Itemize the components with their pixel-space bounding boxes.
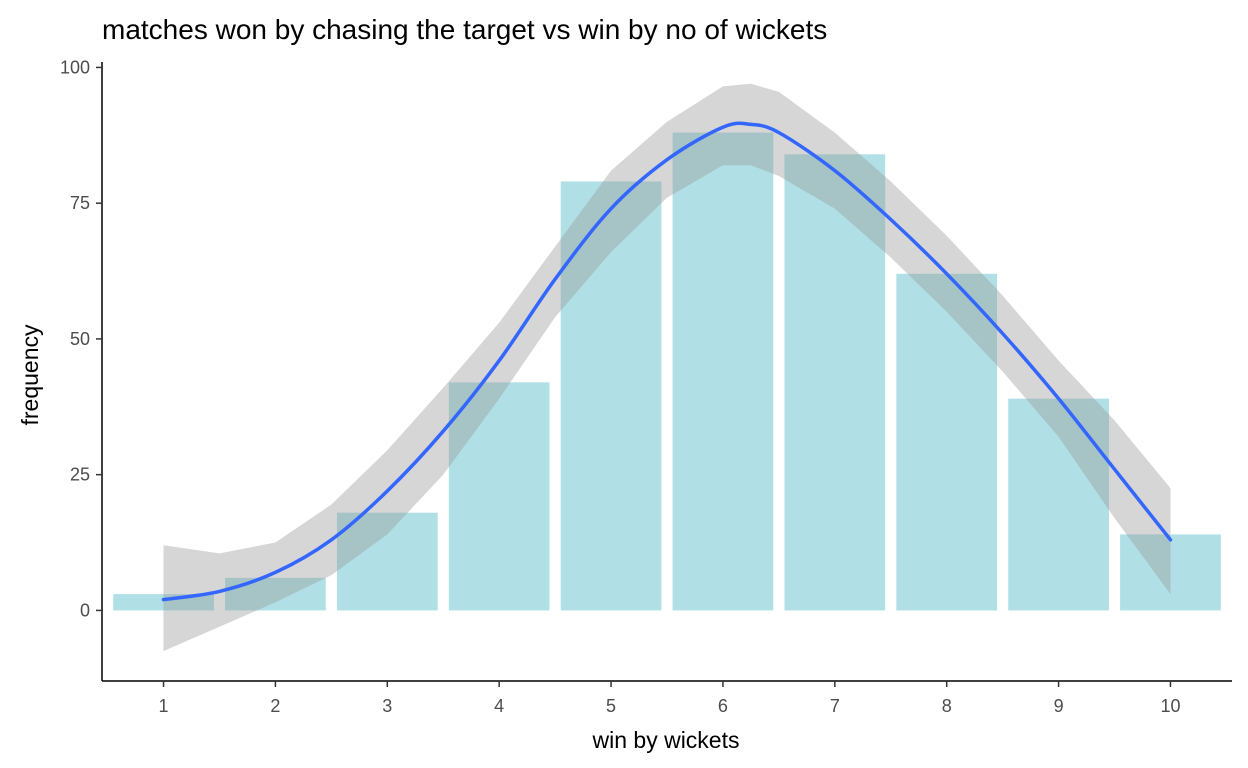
bars — [113, 132, 1221, 611]
x-tick-label: 2 — [270, 696, 280, 716]
smooth-line — [161, 121, 1173, 602]
y-tick-label: 50 — [70, 329, 90, 349]
bar-10 — [1120, 534, 1221, 611]
bar-3 — [336, 512, 438, 611]
x-tick-label: 10 — [1160, 696, 1180, 716]
bar-9 — [1008, 398, 1109, 611]
x-tick-label: 7 — [830, 696, 840, 716]
x-tick-label: 3 — [382, 696, 392, 716]
bar-4 — [448, 382, 550, 611]
smooth-layer — [161, 83, 1173, 652]
y-tick-label: 75 — [70, 193, 90, 213]
y-tick-label: 100 — [60, 57, 90, 77]
bar-5 — [560, 181, 662, 611]
y-tick-label: 25 — [70, 465, 90, 485]
y-tick-label: 0 — [80, 600, 90, 620]
bar-2 — [225, 577, 326, 611]
bar-7 — [784, 154, 886, 611]
x-axis-title: win by wickets — [592, 727, 740, 753]
chart-title: matches won by chasing the target vs win… — [102, 14, 827, 45]
bar-6 — [672, 132, 774, 611]
x-tick-label: 5 — [606, 696, 616, 716]
x-tick-label: 9 — [1054, 696, 1064, 716]
x-tick-label: 4 — [494, 696, 504, 716]
y-axis-title: frequency — [17, 324, 43, 426]
plot-area — [113, 83, 1221, 652]
x-tick-label: 8 — [942, 696, 952, 716]
bar-8 — [896, 273, 998, 611]
axes: 0 25 50 75 100 1 2 3 4 5 6 7 8 9 10 — [60, 57, 1232, 716]
confidence-band — [163, 83, 1171, 652]
x-tick-label: 6 — [718, 696, 728, 716]
x-tick-label: 1 — [159, 696, 169, 716]
